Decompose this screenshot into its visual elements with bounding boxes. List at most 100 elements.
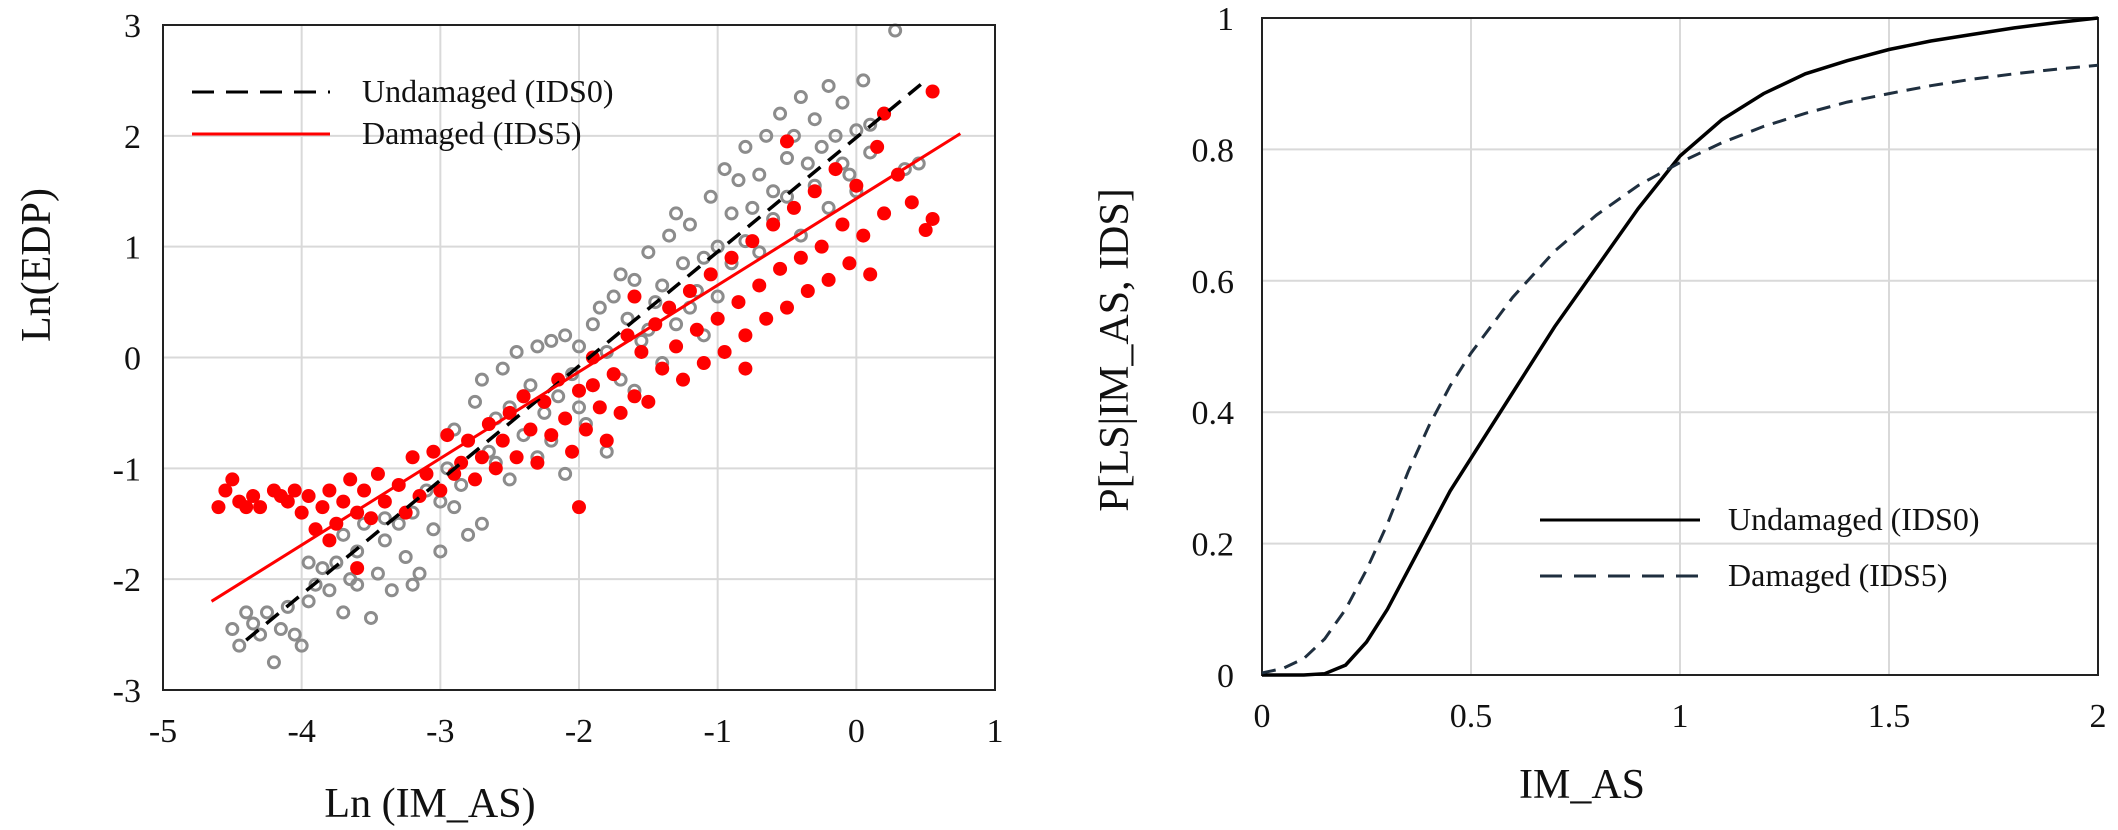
undamaged-data-point <box>509 344 524 359</box>
undamaged-data-point <box>842 167 857 182</box>
damaged-data-point <box>731 295 746 310</box>
chart1-y-axis-title: Ln(EDP) <box>14 188 60 342</box>
damaged-data-point <box>357 483 372 498</box>
chart1-x-tick-labels: -5 -4 -3 -2 -1 0 1 <box>149 713 1004 750</box>
damaged-data-point <box>287 483 302 498</box>
undamaged-data-point <box>599 444 614 459</box>
damaged-data-point <box>773 261 788 276</box>
y-tick-label: 0.6 <box>1192 264 1235 301</box>
undamaged-data-point <box>273 622 288 637</box>
chart2-y-axis-title: P[LS|IM_AS, IDS] <box>1092 188 1138 511</box>
damaged-data-point <box>759 311 774 326</box>
chart1-legend: Undamaged (IDS0) Damaged (IDS5) <box>192 73 613 151</box>
undamaged-data-point <box>266 655 281 670</box>
undamaged-data-point <box>641 245 656 260</box>
undamaged-data-point <box>370 566 385 581</box>
x-tick-label: -2 <box>565 713 593 750</box>
scatter-chart: -5 -4 -3 -2 -1 0 1 -3 -2 -1 0 1 2 3 Ln (IM_AS) Ln(ED… <box>14 8 1004 827</box>
damaged-data-point <box>689 322 704 337</box>
undamaged-data-point <box>863 117 878 132</box>
damaged-data-point <box>537 394 552 409</box>
x-tick-label: 1 <box>1672 698 1689 735</box>
undamaged-data-point <box>731 173 746 188</box>
damaged-data-point <box>780 300 794 315</box>
damaged-data-point <box>814 239 829 254</box>
undamaged-data-point <box>766 184 781 199</box>
damaged-data-point <box>544 428 559 443</box>
undamaged-data-point <box>246 616 261 631</box>
undamaged-data-point <box>655 278 670 293</box>
x-tick-label: 0 <box>848 713 865 750</box>
undamaged-data-point <box>412 566 427 581</box>
damaged-data-point <box>856 228 871 243</box>
damaged-data-point <box>696 356 711 371</box>
undamaged-data-point <box>384 583 399 598</box>
x-tick-label: 1.5 <box>1868 698 1911 735</box>
undamaged-data-point <box>474 372 489 387</box>
undamaged-data-point <box>773 106 788 121</box>
chart2-plot-frame <box>1261 17 2099 676</box>
undamaged-data-point <box>676 256 690 271</box>
undamaged-data-point <box>398 550 413 564</box>
undamaged-data-point <box>613 267 628 282</box>
y-tick-label: -3 <box>113 673 141 710</box>
undamaged-data-point <box>225 622 240 637</box>
undamaged-data-point <box>447 500 462 515</box>
undamaged-data-point <box>433 544 448 559</box>
undamaged-data-point <box>669 206 684 221</box>
undamaged-data-point <box>377 533 392 548</box>
damaged-data-point <box>558 411 573 426</box>
undamaged-curve <box>1262 16 2099 677</box>
undamaged-data-point <box>572 400 586 415</box>
chart2-gridlines <box>1261 17 2099 676</box>
chart2-y-tick-labels: 0 0.2 0.4 0.6 0.8 1 <box>1192 1 1235 695</box>
undamaged-data-point <box>239 605 254 620</box>
y-tick-label: 0 <box>124 341 141 378</box>
undamaged-data-point <box>405 577 420 592</box>
undamaged-data-point <box>426 522 441 537</box>
legend-label-undamaged: Undamaged (IDS0) <box>362 73 613 109</box>
y-tick-label: -1 <box>113 451 141 488</box>
damaged-data-point <box>426 444 441 459</box>
undamaged-data-point <box>468 394 482 409</box>
undamaged-data-point <box>232 638 247 653</box>
x-tick-label: 1 <box>987 713 1004 750</box>
undamaged-data-point <box>315 561 330 576</box>
undamaged-data-point <box>710 289 725 304</box>
damaged-data-point <box>738 361 753 376</box>
damaged-data-point <box>766 217 781 232</box>
undamaged-data-point <box>821 78 836 93</box>
undamaged-data-point <box>717 162 732 177</box>
damaged-data-point <box>863 267 878 282</box>
damaged-data-point <box>488 461 503 476</box>
x-tick-label: -5 <box>149 713 177 750</box>
y-tick-label: 3 <box>124 8 141 45</box>
damaged-data-point <box>662 300 677 315</box>
undamaged-data-point <box>745 200 760 215</box>
x-tick-label: 0.5 <box>1450 698 1493 735</box>
damaged-data-point <box>682 284 697 298</box>
undamaged-data-point <box>703 189 718 204</box>
undamaged-data-point <box>558 328 573 343</box>
undamaged-data-point <box>572 339 586 354</box>
damaged-data-point <box>904 195 919 210</box>
damaged-data-point <box>870 139 885 154</box>
damaged-curve <box>1261 63 2099 675</box>
undamaged-data-point <box>474 516 489 531</box>
damaged-data-point <box>315 500 330 515</box>
damaged-data-point <box>246 489 261 504</box>
undamaged-data-point <box>551 389 566 404</box>
damaged-data-point <box>807 184 822 199</box>
damaged-data-point <box>793 250 808 265</box>
undamaged-data-point <box>752 167 767 182</box>
damaged-data-point <box>752 278 767 293</box>
undamaged-data-point <box>336 605 351 620</box>
damaged-data-point <box>474 450 489 465</box>
damaged-data-point <box>578 422 593 437</box>
undamaged-data-point <box>544 333 559 348</box>
damaged-data-point <box>218 483 233 498</box>
damaged-data-point <box>211 500 226 515</box>
legend-label-damaged: Damaged (IDS5) <box>362 115 581 151</box>
undamaged-data-point <box>780 189 794 204</box>
undamaged-data-point <box>336 527 351 542</box>
